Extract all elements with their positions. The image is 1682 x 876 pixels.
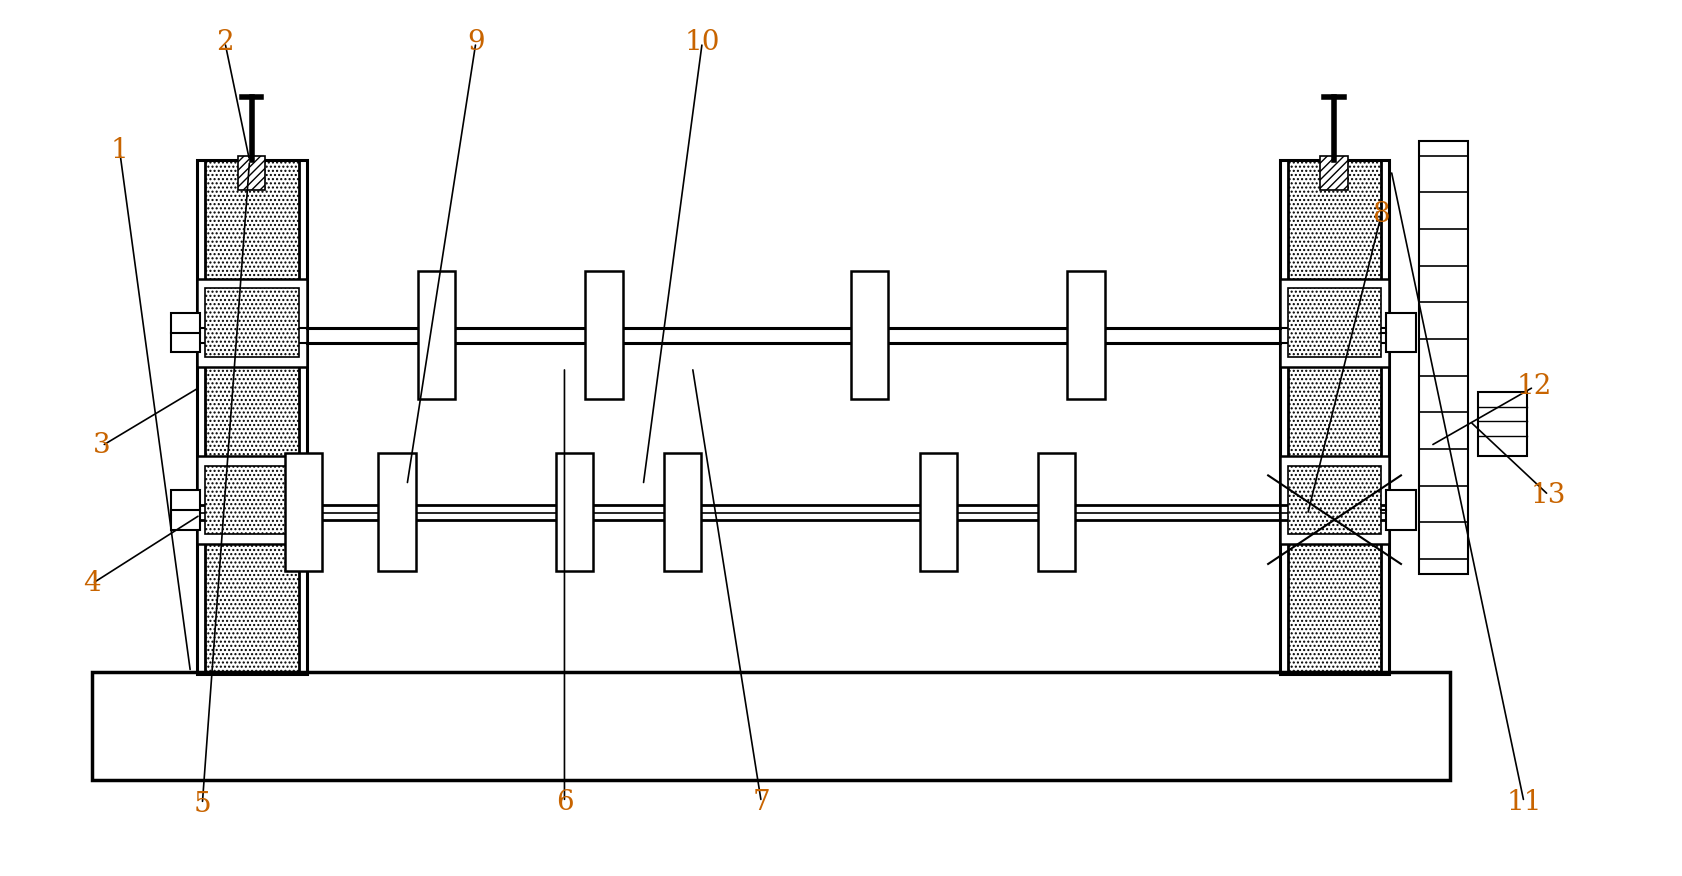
Text: 11: 11 xyxy=(1505,788,1541,816)
Text: 6: 6 xyxy=(555,788,574,816)
Bar xyxy=(284,453,323,571)
Bar xyxy=(585,272,622,399)
Bar xyxy=(1386,313,1415,352)
Text: 10: 10 xyxy=(685,29,720,56)
Bar xyxy=(1280,279,1388,367)
Bar xyxy=(1319,156,1347,190)
Bar xyxy=(1287,160,1381,675)
Bar xyxy=(555,453,592,571)
Text: 8: 8 xyxy=(1373,201,1389,228)
Text: 2: 2 xyxy=(215,29,234,56)
Bar xyxy=(663,453,701,571)
Bar xyxy=(1066,272,1103,399)
Bar xyxy=(918,453,957,571)
Bar xyxy=(1280,456,1388,544)
Text: 13: 13 xyxy=(1531,482,1566,509)
Text: 4: 4 xyxy=(82,570,101,597)
Text: 9: 9 xyxy=(468,29,484,56)
Bar xyxy=(1280,160,1388,675)
Bar xyxy=(205,160,299,675)
Bar xyxy=(170,491,200,529)
Text: 5: 5 xyxy=(193,791,210,817)
Bar xyxy=(1386,491,1415,529)
Bar xyxy=(1418,141,1467,574)
Bar xyxy=(197,456,306,544)
Bar xyxy=(205,288,299,357)
Text: 1: 1 xyxy=(111,138,128,164)
Bar xyxy=(1038,453,1075,571)
Bar xyxy=(93,672,1450,781)
Bar xyxy=(851,272,888,399)
Bar xyxy=(378,453,415,571)
Bar xyxy=(1287,288,1381,357)
Bar xyxy=(205,465,299,534)
Bar xyxy=(197,160,306,675)
Text: 7: 7 xyxy=(752,788,770,816)
Bar xyxy=(1287,465,1381,534)
Bar xyxy=(197,279,306,367)
Bar xyxy=(170,313,200,352)
Text: 3: 3 xyxy=(93,433,111,459)
Text: 12: 12 xyxy=(1515,373,1551,400)
Bar xyxy=(417,272,454,399)
Bar xyxy=(237,156,266,190)
Bar xyxy=(1477,392,1526,456)
